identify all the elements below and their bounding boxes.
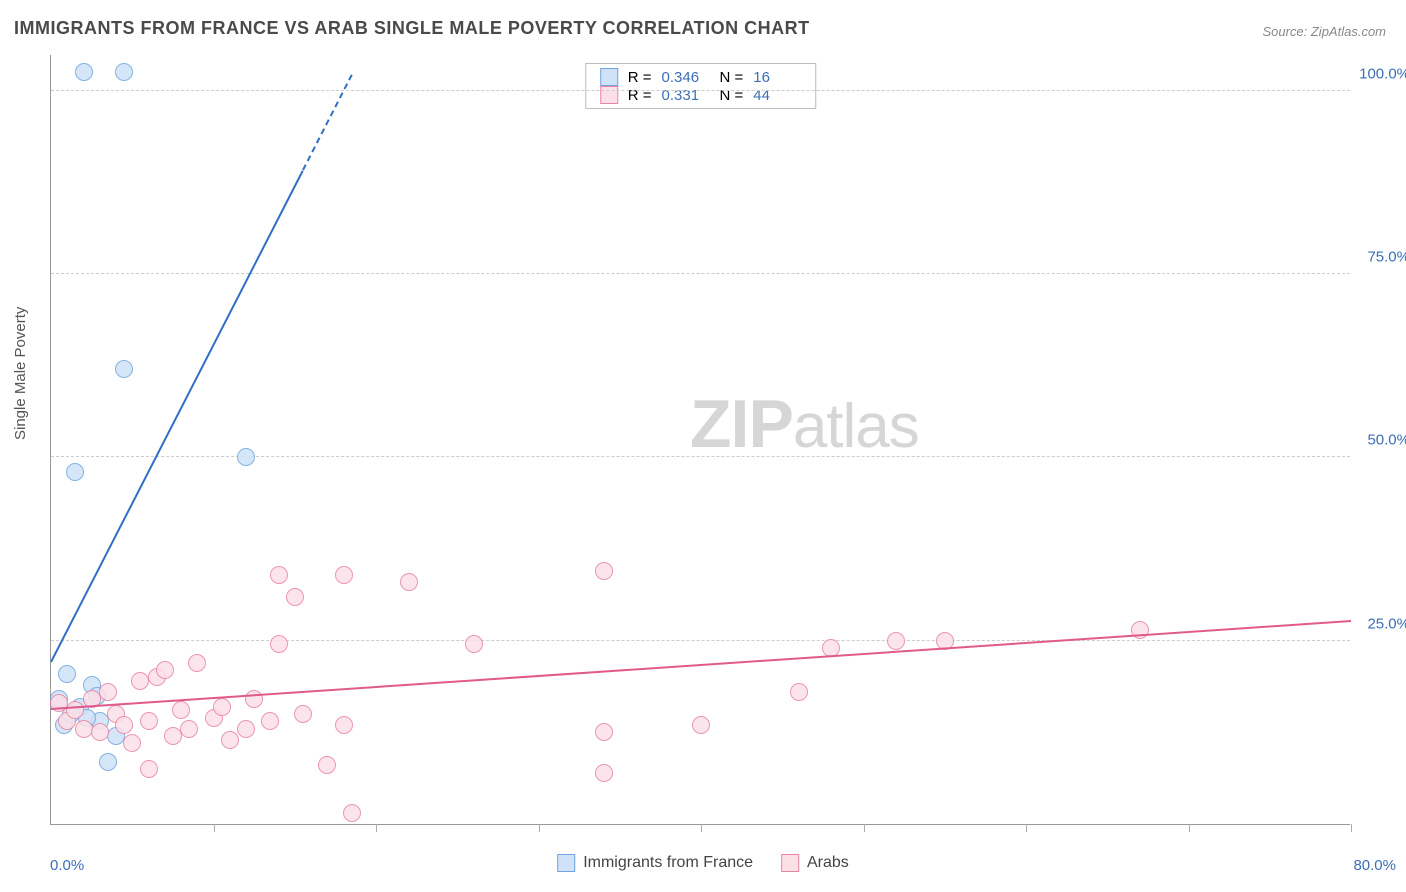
- data-point: [123, 734, 141, 752]
- series-name-france: Immigrants from France: [583, 854, 753, 872]
- swatch-france-icon: [557, 854, 575, 872]
- data-point: [180, 720, 198, 738]
- legend-item-arabs: Arabs: [781, 854, 849, 872]
- gridline: [51, 90, 1350, 91]
- gridline: [51, 273, 1350, 274]
- x-tick: [214, 824, 215, 832]
- data-point: [115, 716, 133, 734]
- gridline: [51, 640, 1350, 641]
- source-label: Source: ZipAtlas.com: [1262, 24, 1386, 39]
- x-tick: [1351, 824, 1352, 832]
- data-point: [99, 753, 117, 771]
- data-point: [99, 683, 117, 701]
- x-tick: [701, 824, 702, 832]
- data-point: [221, 731, 239, 749]
- data-point: [790, 683, 808, 701]
- y-tick-label: 75.0%: [1367, 249, 1406, 266]
- series-name-arabs: Arabs: [807, 854, 849, 872]
- data-point: [400, 573, 418, 591]
- data-point: [115, 360, 133, 378]
- data-point: [156, 661, 174, 679]
- chart-title: IMMIGRANTS FROM FRANCE VS ARAB SINGLE MA…: [14, 18, 810, 39]
- x-axis-min-label: 0.0%: [50, 857, 84, 874]
- swatch-arabs-icon: [781, 854, 799, 872]
- data-point: [335, 716, 353, 734]
- legend-series: Immigrants from France Arabs: [557, 854, 849, 872]
- data-point: [294, 705, 312, 723]
- data-point: [188, 654, 206, 672]
- data-point: [164, 727, 182, 745]
- data-point: [213, 698, 231, 716]
- x-tick: [539, 824, 540, 832]
- r-value-france: 0.346: [662, 69, 710, 86]
- data-point: [261, 712, 279, 730]
- r-label: R =: [628, 69, 652, 86]
- data-point: [270, 635, 288, 653]
- data-point: [237, 448, 255, 466]
- legend-item-france: Immigrants from France: [557, 854, 753, 872]
- y-tick-label: 50.0%: [1367, 432, 1406, 449]
- trend-line: [50, 170, 304, 662]
- x-tick: [376, 824, 377, 832]
- data-point: [335, 566, 353, 584]
- data-point: [595, 723, 613, 741]
- data-point: [115, 63, 133, 81]
- data-point: [75, 63, 93, 81]
- data-point: [286, 588, 304, 606]
- data-point: [131, 672, 149, 690]
- y-tick-label: 25.0%: [1367, 615, 1406, 632]
- data-point: [91, 723, 109, 741]
- x-tick: [864, 824, 865, 832]
- plot-area: ZIPatlas R = 0.346 N = 16 R = 0.331 N = …: [50, 55, 1350, 825]
- data-point: [237, 720, 255, 738]
- data-point: [66, 701, 84, 719]
- x-tick: [1189, 824, 1190, 832]
- data-point: [58, 665, 76, 683]
- y-tick-label: 100.0%: [1359, 65, 1406, 82]
- data-point: [465, 635, 483, 653]
- watermark-rest: atlas: [793, 392, 919, 461]
- watermark-bold: ZIP: [690, 386, 793, 462]
- watermark: ZIPatlas: [690, 385, 919, 463]
- legend-correlation: R = 0.346 N = 16 R = 0.331 N = 44: [585, 63, 817, 109]
- data-point: [140, 760, 158, 778]
- data-point: [887, 632, 905, 650]
- data-point: [343, 804, 361, 822]
- legend-row-france: R = 0.346 N = 16: [600, 68, 802, 86]
- data-point: [172, 701, 190, 719]
- data-point: [595, 562, 613, 580]
- x-tick: [1026, 824, 1027, 832]
- data-point: [140, 712, 158, 730]
- data-point: [318, 756, 336, 774]
- data-point: [75, 720, 93, 738]
- n-value-france: 16: [753, 69, 801, 86]
- data-point: [692, 716, 710, 734]
- data-point: [270, 566, 288, 584]
- swatch-france: [600, 68, 618, 86]
- data-point: [66, 463, 84, 481]
- data-point: [595, 764, 613, 782]
- x-axis-max-label: 80.0%: [1353, 857, 1396, 874]
- n-label: N =: [720, 69, 744, 86]
- y-axis-title: Single Male Poverty: [12, 307, 29, 440]
